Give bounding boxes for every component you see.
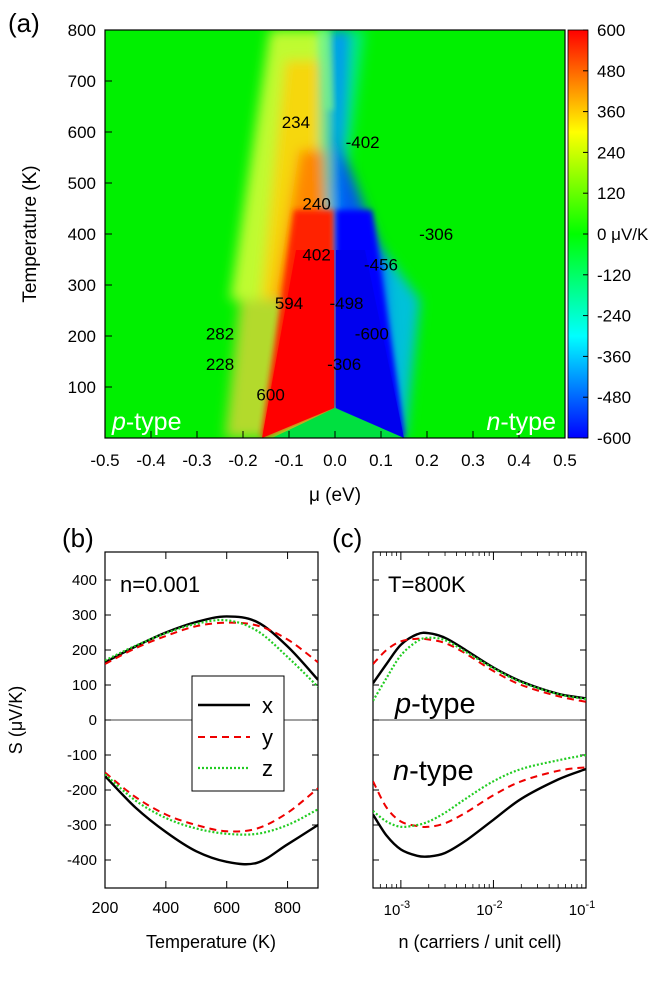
heatmap-x-tick-label: -0.1 [274,451,303,470]
panel-c: 10-3 10-2 10-1 T=800K p-type n-type n (car… [372,551,595,952]
heatmap-x-tick-label: 0.0 [323,451,347,470]
panel-label-a: (a) [8,8,40,38]
panel-c-series-y-n-branch [373,766,586,828]
panel-c-x-tick-label: 10-2 [476,899,502,919]
panel-b-series-y-p-branch [105,621,318,665]
panel-label-c: (c) [332,523,362,553]
heatmap-axes: -0.5 -0.4 -0.3 -0.2 -0.1 0.0 0.1 0.2 0.3 0.4 0.5 10… [68,21,577,470]
heatmap-x-tick-label: -0.3 [182,451,211,470]
heatmap-field [105,30,565,438]
panel-b-y-tick-label: -100 [67,747,97,764]
legend-label-y: y [262,725,273,750]
heatmap-annotation: 402 [302,245,330,264]
heatmap-x-tick-label: -0.2 [228,451,257,470]
heatmap-panel: -0.5 -0.4 -0.3 -0.2 -0.1 0.0 0.1 0.2 0.3 0.4 0.5 10… [20,21,649,506]
heatmap-x-tick-label: -0.4 [136,451,165,470]
panel-b-y-tick-label: 0 [89,712,97,729]
panel-b-y-tick-label: -300 [67,817,97,834]
heatmap-y-tick-label: 400 [68,225,96,244]
legend-label-x: x [262,693,273,718]
heatmap-y-tick-label: 600 [68,123,96,142]
panel-b-y-tick-label: 300 [72,607,97,624]
panel-b-series-z-p-branch [105,618,318,688]
panel-c-series-z-n-branch [373,753,586,829]
heatmap-y-tick-label: 500 [68,174,96,193]
heatmap-y-tick-label: 800 [68,21,96,40]
heatmap-y-tick-label: 200 [68,327,96,346]
colorbar-tick-label: -240 [597,307,631,326]
colorbar-tick-label: 480 [597,62,625,81]
panel-b-series-y-n-branch [105,771,318,833]
panel-label-b: (b) [62,523,94,553]
heatmap-y-axis-label: Temperature (K) [20,165,41,302]
colorbar-tick-label: 360 [597,103,625,122]
panel-c-axes: 10-3 10-2 10-1 [372,552,595,919]
colorbar-tick-label: 0 μV/K [597,225,649,244]
panel-b-x-tick-label: 600 [213,900,240,917]
panel-b-series-z-n-branch [105,773,318,836]
panel-b-annotation: n=0.001 [120,572,200,597]
panel-c-x-tick-label: 10-1 [569,899,595,919]
panel-b-x-axis-label: Temperature (K) [146,932,276,952]
heatmap-x-tick-label: 0.3 [461,451,485,470]
heatmap-annotation: -600 [355,324,389,343]
colorbar-tick-label: -360 [597,347,631,366]
legend: x y z [191,675,285,792]
heatmap-y-tick-label: 100 [68,378,96,397]
panel-b: 400 300 200 100 0 -100 -200 -300 -400 200 400 600 80… [6,551,319,952]
panel-b-series [105,615,318,866]
heatmap-x-tick-label: 0.4 [507,451,531,470]
heatmap-annotation: -306 [327,355,361,374]
panel-b-series-x-n-branch [105,775,318,866]
panel-c-series [373,631,586,859]
heatmap-y-tick-label: 300 [68,276,96,295]
panel-c-series-x-n-branch [373,767,586,859]
colorbar-tick-label: -120 [597,266,631,285]
panel-b-x-tick-label: 800 [274,900,301,917]
heatmap-x-axis-label: μ (eV) [309,485,361,506]
heatmap-annotations: 234 -402 240 402 -306 -456 594 -498 282 -600 228 -3… [206,113,453,405]
heatmap-y-tick-label: 700 [68,72,96,91]
panel-b-y-tick-label: 200 [72,642,97,659]
colorbar-ticks: 600 480 360 240 120 0 μV/K -120 -240 -360 -480 -60… [583,21,649,448]
panel-c-series-z-p-branch [373,636,586,702]
panel-b-y-tick-label: -400 [67,852,97,869]
heatmap-annotation: -306 [419,225,453,244]
legend-label-z: z [262,756,273,781]
heatmap-annotation: -456 [364,256,398,275]
heatmap-n-type-label: n-type [487,408,557,436]
panel-c-n-type-label: n-type [393,755,474,787]
heatmap-p-type-label: p-type [111,408,182,436]
colorbar-tick-label: 600 [597,21,625,40]
colorbar-tick-label: 240 [597,143,625,162]
panel-c-p-type-label: p-type [394,688,476,720]
heatmap-x-tick-label: 0.5 [553,451,577,470]
heatmap-x-tick-label: 0.1 [369,451,393,470]
heatmap-annotation: 600 [256,386,284,405]
panel-b-x-tick-label: 400 [153,900,180,917]
panel-b-axes: 400 300 200 100 0 -100 -200 -300 -400 200 400 600 80… [67,552,318,917]
panel-b-y-tick-label: -200 [67,782,97,799]
panel-b-y-tick-label: 400 [72,572,97,589]
colorbar-tick-label: 120 [597,184,625,203]
heatmap-annotation: -402 [346,133,380,152]
panel-c-annotation: T=800K [388,572,466,597]
heatmap-annotation: 240 [302,194,330,213]
heatmap-annotation: 228 [206,355,234,374]
panel-c-x-axis-label: n (carriers / unit cell) [398,932,561,952]
heatmap-x-tick-label: 0.2 [415,451,439,470]
colorbar-tick-label: -600 [597,429,631,448]
heatmap-annotation: -498 [329,294,363,313]
heatmap-annotation: 594 [275,294,303,313]
heatmap-annotation: 234 [282,113,310,132]
panel-b-y-tick-label: 100 [72,677,97,694]
panel-c-x-tick-label: 10-3 [384,899,410,919]
heatmap-annotation: 282 [206,324,234,343]
panel-b-x-tick-label: 200 [92,900,119,917]
panel-b-y-axis-label: S (μV/K) [6,686,26,754]
heatmap-x-tick-label: -0.5 [90,451,119,470]
colorbar-tick-label: -480 [597,388,631,407]
